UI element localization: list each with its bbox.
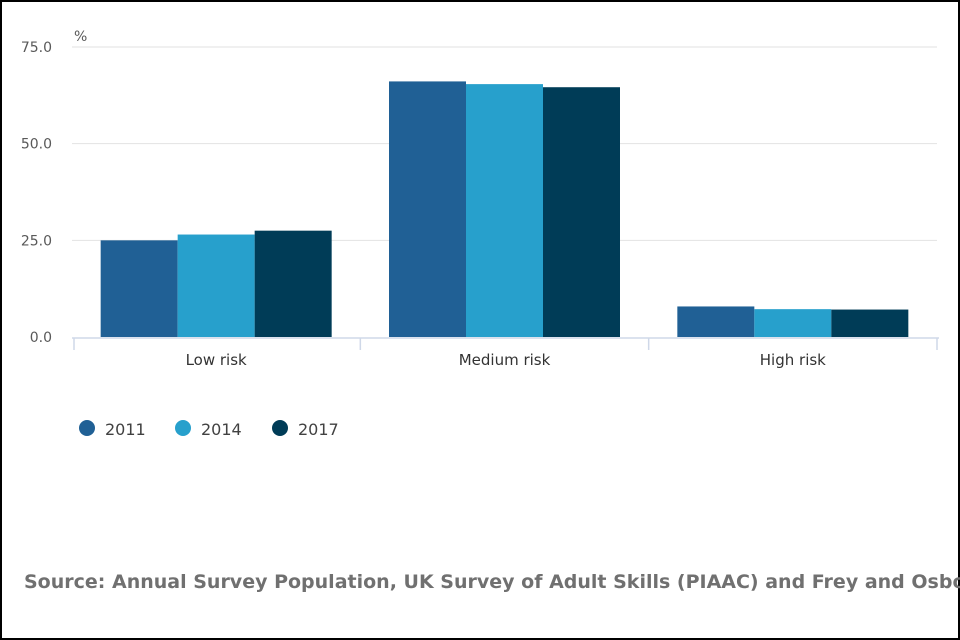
legend-label: 2014	[201, 420, 242, 439]
bar-low-risk-2014[interactable]	[177, 234, 255, 337]
legend-label: 2017	[298, 420, 339, 439]
legend-marker	[79, 420, 95, 436]
legend-marker	[272, 420, 288, 436]
legend-item-2011[interactable]: 2011	[79, 420, 146, 439]
x-axis: Low risk Medium risk High risk	[72, 337, 939, 369]
y-axis-ticks: 0.0 25.0 50.0 75.0	[21, 40, 52, 346]
bar-high-risk-2017[interactable]	[831, 309, 909, 337]
y-tick-label: 25.0	[21, 233, 52, 249]
y-tick-label: 50.0	[21, 137, 52, 153]
bar-medium-risk-2017[interactable]	[543, 87, 620, 337]
x-category-label: High risk	[760, 351, 826, 369]
legend-item-2014[interactable]: 2014	[175, 420, 242, 439]
source-note: Source: Annual Survey Population, UK Sur…	[24, 571, 960, 593]
bar-medium-risk-2014[interactable]	[466, 84, 543, 338]
legend-item-2017[interactable]: 2017	[272, 420, 339, 439]
legend-marker	[175, 420, 191, 436]
bar-low-risk-2017[interactable]	[254, 230, 332, 337]
bar-low-risk-2011[interactable]	[100, 240, 178, 337]
bars	[100, 81, 909, 338]
bar-high-risk-2014[interactable]	[754, 309, 832, 337]
bar-high-risk-2011[interactable]	[677, 306, 755, 337]
y-tick-label: 0.0	[30, 330, 52, 346]
x-category-label: Medium risk	[459, 351, 551, 369]
legend-label: 2011	[105, 420, 146, 439]
legend: 2011 2014 2017	[79, 420, 339, 439]
bar-medium-risk-2011[interactable]	[389, 81, 466, 337]
x-category-label: Low risk	[186, 351, 247, 369]
y-unit-label: %	[74, 29, 87, 45]
y-tick-label: 75.0	[21, 40, 52, 56]
